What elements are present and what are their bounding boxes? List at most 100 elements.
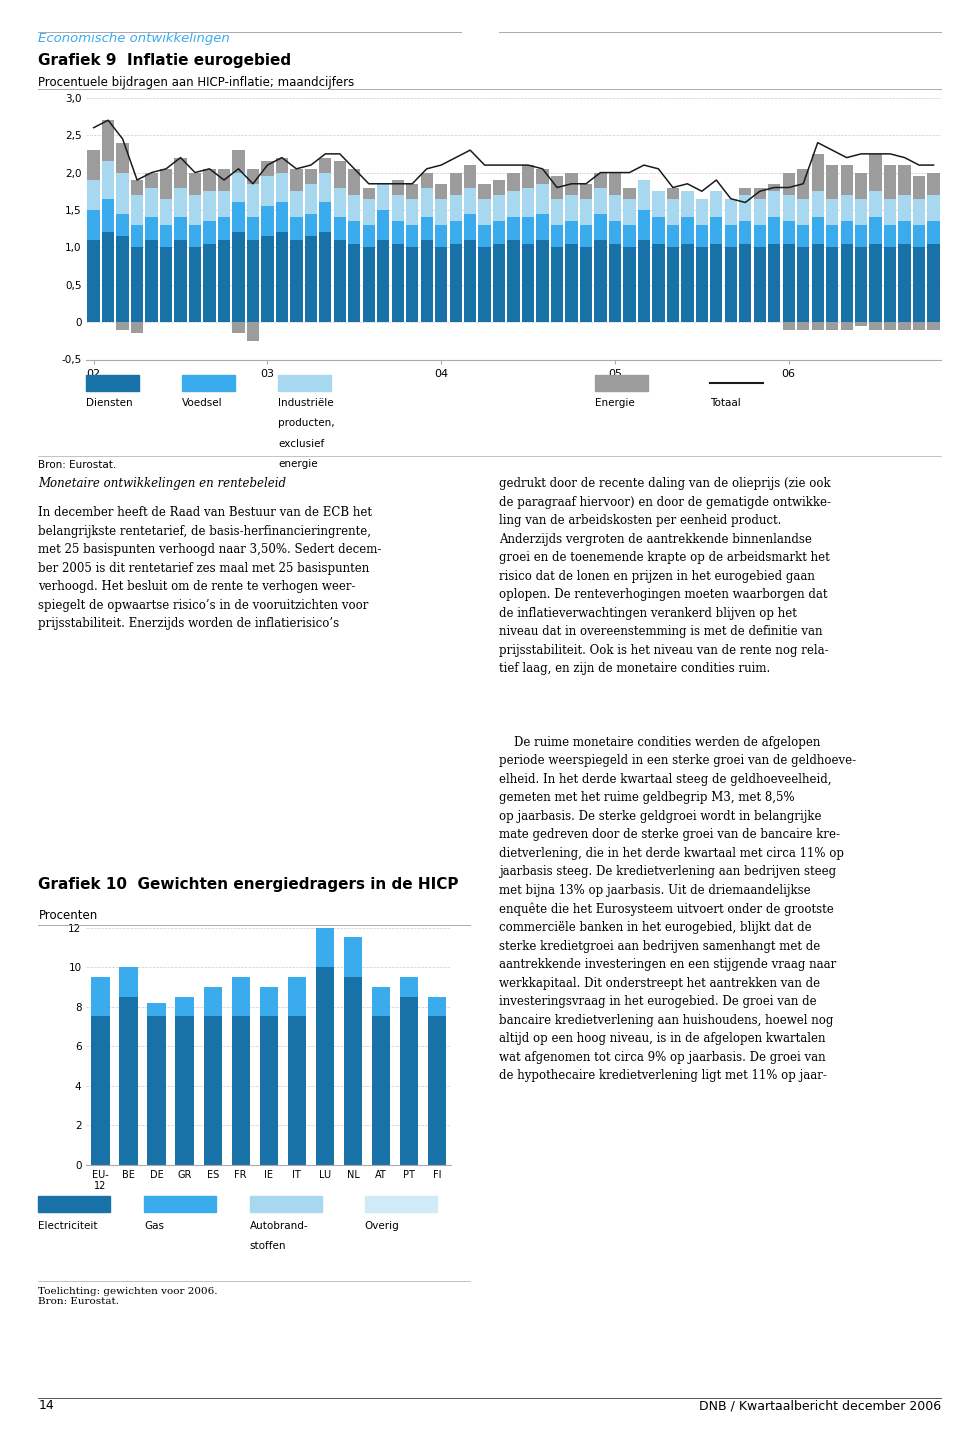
Bar [927, 173, 940, 196]
Text: Voedsel: Voedsel [182, 398, 223, 408]
Bar [261, 236, 274, 322]
Bar [826, 224, 838, 247]
Bar [218, 240, 230, 322]
Bar [637, 240, 650, 322]
Bar [288, 1017, 306, 1165]
Bar [811, 243, 824, 322]
Text: Monetaire ontwikkelingen en rentebeleid: Monetaire ontwikkelingen en rentebeleid [38, 477, 286, 490]
Bar [884, 198, 897, 224]
Bar [304, 184, 317, 214]
Bar [372, 986, 390, 1017]
Bar [145, 240, 157, 322]
Bar [261, 177, 274, 206]
Text: Totaal: Totaal [710, 398, 741, 408]
Bar [204, 168, 216, 191]
Bar [478, 184, 491, 198]
Bar [782, 322, 795, 329]
Bar [119, 968, 137, 997]
Bar [913, 177, 925, 198]
Bar [290, 168, 302, 191]
Bar [87, 240, 100, 322]
Bar [537, 214, 549, 240]
Bar [304, 236, 317, 322]
Bar [899, 165, 911, 196]
Bar [464, 214, 476, 240]
Bar [739, 196, 752, 221]
Bar [400, 976, 419, 997]
Bar [899, 196, 911, 221]
Bar [725, 224, 737, 247]
Bar [551, 177, 564, 198]
Bar [363, 187, 375, 198]
Bar [247, 217, 259, 240]
Bar [899, 221, 911, 243]
Text: Electriciteit: Electriciteit [38, 1221, 98, 1231]
Bar [276, 233, 288, 322]
Bar [259, 1017, 278, 1165]
Bar [91, 1017, 109, 1165]
Bar [609, 196, 621, 221]
Text: producten,: producten, [278, 418, 335, 429]
Bar [160, 168, 172, 198]
Bar [290, 217, 302, 240]
Bar [116, 173, 129, 214]
Bar [870, 154, 882, 191]
Bar [725, 198, 737, 224]
Bar [348, 196, 360, 221]
Bar [739, 221, 752, 243]
Bar [319, 233, 331, 322]
Bar [870, 243, 882, 322]
Bar [319, 173, 331, 203]
Text: Grafiek 9  Inflatie eurogebied: Grafiek 9 Inflatie eurogebied [38, 53, 292, 68]
Bar [884, 322, 897, 329]
Bar [696, 198, 708, 224]
Bar [580, 247, 592, 322]
Bar [551, 224, 564, 247]
Bar [348, 243, 360, 322]
Bar [420, 217, 433, 240]
Text: Autobrand-: Autobrand- [250, 1221, 308, 1231]
Bar [449, 173, 462, 196]
Bar [261, 161, 274, 177]
Bar [449, 243, 462, 322]
Bar [204, 221, 216, 243]
Bar [899, 322, 911, 329]
Bar [247, 322, 259, 341]
Bar [247, 168, 259, 184]
Bar [363, 224, 375, 247]
Bar [623, 198, 636, 224]
Text: Industriële: Industriële [278, 398, 334, 408]
Bar [145, 187, 157, 217]
Bar [406, 224, 419, 247]
Bar [884, 247, 897, 322]
Bar [316, 897, 334, 928]
Bar [175, 158, 186, 187]
Bar [565, 196, 578, 221]
Bar [334, 240, 346, 322]
Bar [87, 150, 100, 180]
Bar [428, 997, 446, 1017]
Bar [870, 217, 882, 243]
Bar [406, 198, 419, 224]
Text: DNB / Kwartaalbericht december 2006: DNB / Kwartaalbericht december 2006 [699, 1399, 941, 1412]
Text: Energie: Energie [595, 398, 635, 408]
Bar [855, 322, 867, 326]
Text: In december heeft de Raad van Bestuur van de ECB het
belangrijkste rentetarief, : In december heeft de Raad van Bestuur va… [38, 506, 382, 630]
Bar [841, 165, 852, 196]
Bar [797, 198, 809, 224]
Bar [218, 168, 230, 191]
Bar [754, 198, 766, 224]
Bar [782, 196, 795, 221]
Bar [204, 986, 222, 1017]
Bar [392, 180, 404, 196]
Bar [710, 217, 723, 243]
Bar [276, 203, 288, 233]
Bar [710, 243, 723, 322]
Bar [927, 322, 940, 329]
Bar [768, 217, 780, 243]
Bar [131, 180, 143, 196]
Bar [276, 158, 288, 173]
Bar [667, 198, 679, 224]
Bar [348, 168, 360, 196]
Bar [102, 121, 114, 161]
